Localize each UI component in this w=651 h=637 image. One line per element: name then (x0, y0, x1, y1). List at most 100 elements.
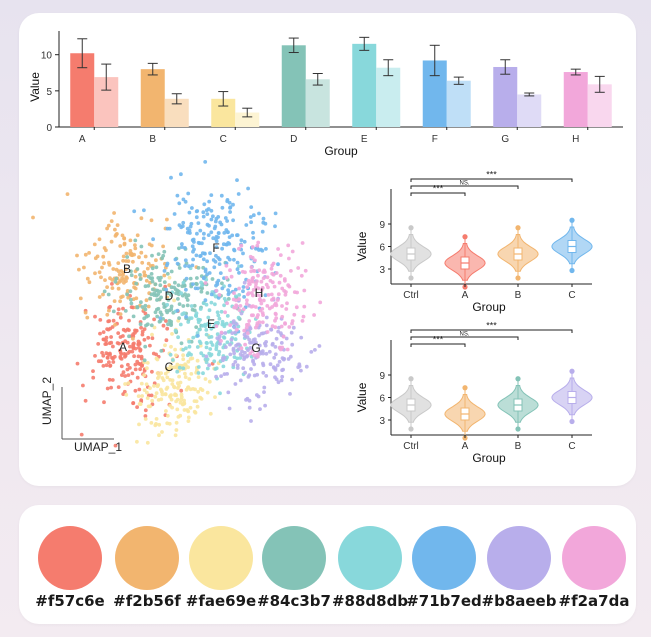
violin-x-tick-label: C (568, 441, 575, 452)
umap-point (218, 220, 223, 225)
umap-point (257, 211, 261, 216)
umap-point (142, 358, 147, 363)
umap-point (139, 300, 143, 305)
umap-point (109, 385, 113, 390)
umap-point (162, 280, 167, 284)
umap-point (217, 349, 222, 354)
umap-point (218, 391, 222, 396)
umap-point (282, 277, 287, 281)
umap-point (220, 286, 225, 291)
umap-point (236, 192, 241, 196)
umap-point (107, 341, 112, 346)
umap-point (249, 367, 253, 371)
umap-point (263, 403, 267, 408)
umap-point (187, 344, 192, 349)
umap-point (154, 258, 158, 263)
umap-point (185, 298, 190, 302)
violin-outlier (515, 426, 521, 432)
violin-outlier (408, 376, 414, 382)
bar (281, 45, 306, 127)
umap-point (138, 367, 142, 372)
umap-point (113, 443, 118, 448)
umap-point (163, 343, 167, 348)
umap-point (244, 398, 248, 402)
umap-point (130, 371, 135, 376)
bar-x-tick-label: A (79, 134, 86, 145)
umap-point (283, 292, 288, 297)
umap-point (165, 271, 170, 276)
umap-point (246, 278, 251, 283)
umap-point (317, 344, 322, 348)
umap-point (116, 385, 121, 389)
bar (446, 80, 471, 127)
umap-point (168, 394, 172, 399)
umap-point (183, 375, 188, 379)
significance-label: *** (433, 335, 444, 345)
umap-point (105, 355, 110, 360)
umap-point (318, 300, 323, 305)
umap-point (123, 339, 128, 344)
umap-point (198, 341, 203, 345)
umap-point (243, 350, 247, 355)
umap-point (133, 274, 138, 279)
umap-point (198, 395, 203, 400)
umap-point (242, 280, 247, 285)
violin-plot-top: 3 6 9 Ctrl A B C *** NS. *** Group Value (355, 170, 593, 314)
umap-point (91, 375, 96, 380)
umap-point (149, 393, 154, 398)
umap-point (93, 354, 97, 358)
umap-point (173, 328, 178, 333)
umap-point (116, 261, 121, 265)
umap-point (231, 362, 236, 367)
umap-point (287, 325, 292, 329)
umap-point (231, 346, 236, 351)
umap-point (217, 262, 222, 266)
umap-point (129, 273, 134, 278)
significance-label: NS. (459, 332, 469, 338)
umap-point (163, 392, 168, 397)
umap-point (164, 319, 168, 323)
umap-point (229, 274, 234, 279)
umap-point (150, 369, 154, 374)
bar (235, 112, 260, 127)
umap-point (223, 331, 228, 335)
umap-point (156, 306, 161, 311)
umap-point (123, 309, 128, 313)
umap-point (219, 330, 224, 335)
umap-point (96, 342, 101, 346)
umap-point (209, 352, 214, 357)
umap-point (231, 218, 236, 223)
umap-point (176, 297, 180, 301)
umap-point (212, 226, 217, 231)
umap-point (122, 236, 126, 241)
umap-point (189, 372, 194, 376)
umap-point (235, 233, 239, 238)
umap-point (221, 364, 226, 369)
umap-point (139, 216, 144, 221)
umap-point (234, 322, 239, 326)
umap-point (139, 250, 144, 255)
umap-point (96, 359, 101, 364)
umap-point (228, 210, 233, 214)
umap-point (102, 400, 106, 405)
umap-point (165, 310, 170, 315)
umap-point (149, 272, 154, 276)
umap-point (138, 277, 143, 281)
umap-point (235, 267, 240, 272)
umap-point (227, 283, 232, 288)
bar-y-axis-title: Value (28, 72, 42, 102)
umap-point (235, 366, 240, 370)
umap-point (247, 281, 251, 286)
umap-point (121, 334, 125, 338)
umap-point (246, 331, 250, 336)
umap-point (154, 288, 159, 293)
violin-outlier (408, 275, 414, 281)
umap-point (176, 335, 181, 340)
umap-point (201, 210, 206, 215)
umap-point (106, 352, 111, 356)
umap-point (117, 279, 122, 284)
umap-point (145, 390, 149, 395)
umap-point (287, 284, 292, 289)
color-hex-label: #f57c6e (35, 592, 105, 610)
umap-point (225, 340, 230, 345)
